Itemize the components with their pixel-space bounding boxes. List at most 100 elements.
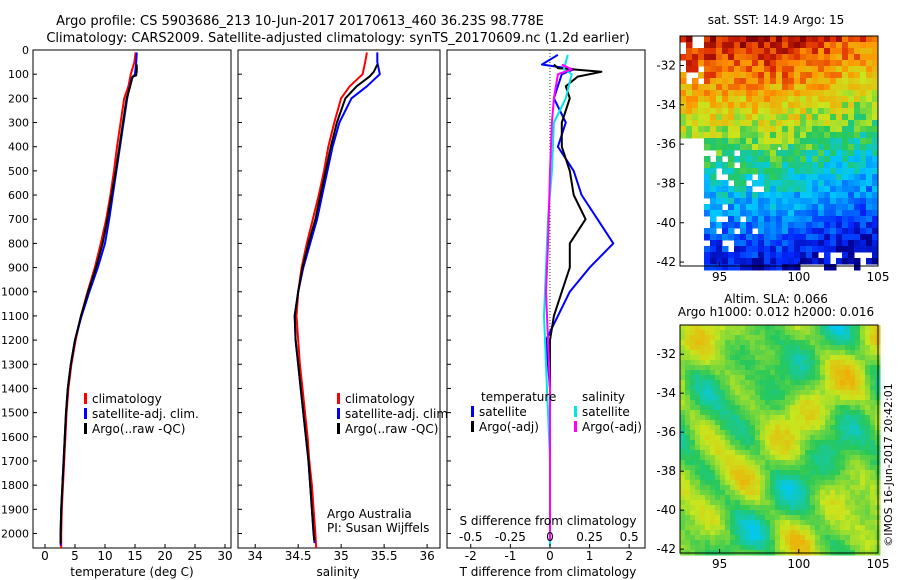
sst-cell (824, 36, 831, 43)
sst-cell (722, 78, 729, 85)
sla-cell (800, 330, 806, 336)
sla-cell (815, 490, 821, 496)
sst-cell (728, 138, 735, 145)
sst-cell (746, 198, 753, 205)
sla-cell (700, 500, 706, 506)
depth-tick-label: 1000 (1, 286, 29, 299)
sla-cell (735, 495, 741, 501)
sla-cell (750, 535, 756, 541)
sla-cell (780, 440, 786, 446)
sla-cell (860, 490, 866, 496)
sla-cell (715, 330, 721, 336)
sla-cell (690, 495, 696, 501)
sla-cell (825, 375, 831, 381)
sst-cell (794, 210, 801, 217)
sst-cell (842, 150, 849, 157)
sst-cell (812, 144, 819, 151)
sst-cell (854, 258, 861, 265)
sst-cell (758, 126, 765, 133)
sal-line-black (293, 64, 379, 541)
sst-cell (734, 84, 741, 91)
sla-cell (680, 400, 686, 406)
sla-cell (855, 370, 861, 376)
sla-cell (745, 340, 751, 346)
sla-cell (685, 360, 691, 366)
sla-cell (710, 535, 716, 541)
sla-cell (870, 350, 876, 356)
sla-cell (835, 385, 841, 391)
sst-cell (752, 114, 759, 121)
sst-cell (758, 252, 765, 259)
sla-cell (855, 345, 861, 351)
sst-cell (872, 168, 879, 175)
sst-cell (848, 174, 855, 181)
sst-cell (860, 126, 867, 133)
sla-cell (860, 355, 866, 361)
sla-cell (680, 445, 686, 451)
sla-cell (695, 475, 701, 481)
sst-cell (872, 234, 879, 241)
sla-cell (690, 345, 696, 351)
sst-cell (860, 132, 867, 139)
sst-cell (800, 192, 807, 199)
sla-cell (735, 455, 741, 461)
sla-cell (730, 515, 736, 521)
sla-cell (810, 420, 816, 426)
sst-cell (800, 210, 807, 217)
sst-cell (710, 36, 717, 43)
sst-cell (806, 252, 813, 259)
sla-cell (685, 390, 691, 396)
sla-cell (815, 375, 821, 381)
sla-cell (805, 470, 811, 476)
sst-cell (764, 252, 771, 259)
sst-cell (722, 54, 729, 61)
sst-cell (692, 90, 699, 97)
sla-cell (780, 385, 786, 391)
sla-cell (790, 365, 796, 371)
sst-cell (848, 78, 855, 85)
sla-cell (830, 340, 836, 346)
depth-tick-label: 900 (8, 262, 29, 275)
sst-cell (758, 120, 765, 127)
sla-cell (745, 470, 751, 476)
sla-cell (795, 450, 801, 456)
depth-tick-label: 600 (8, 189, 29, 202)
sla-cell (860, 430, 866, 436)
sla-cell (685, 405, 691, 411)
sla-cell (725, 355, 731, 361)
sst-cell (794, 48, 801, 55)
sst-cell (848, 114, 855, 121)
sla-cell (745, 415, 751, 421)
legend-label-black: Argo(-adj) (479, 420, 539, 434)
sla-cell (860, 420, 866, 426)
sla-cell (800, 470, 806, 476)
sst-cell (764, 126, 771, 133)
sst-cell (686, 84, 693, 91)
sla-cell (785, 415, 791, 421)
sla-cell (770, 405, 776, 411)
sla-cell (865, 390, 871, 396)
sst-cell (800, 258, 807, 265)
sla-cell (810, 425, 816, 431)
sla-cell (735, 435, 741, 441)
sla-cell (755, 445, 761, 451)
sst-cell (728, 42, 735, 49)
sla-cell (715, 450, 721, 456)
sst-cell (776, 264, 783, 271)
sla-cell (765, 545, 771, 551)
sla-cell (800, 360, 806, 366)
sla-cell (755, 505, 761, 511)
sla-cell (780, 410, 786, 416)
sla-cell (840, 370, 846, 376)
sst-cell (824, 132, 831, 139)
sst-cell (818, 36, 825, 43)
sst-cell (752, 42, 759, 49)
sla-cell (710, 520, 716, 526)
sla-cell (865, 395, 871, 401)
sla-cell (855, 400, 861, 406)
sla-cell (720, 490, 726, 496)
sla-cell (795, 395, 801, 401)
sla-cell (855, 490, 861, 496)
sla-cell (750, 335, 756, 341)
sla-cell (705, 515, 711, 521)
